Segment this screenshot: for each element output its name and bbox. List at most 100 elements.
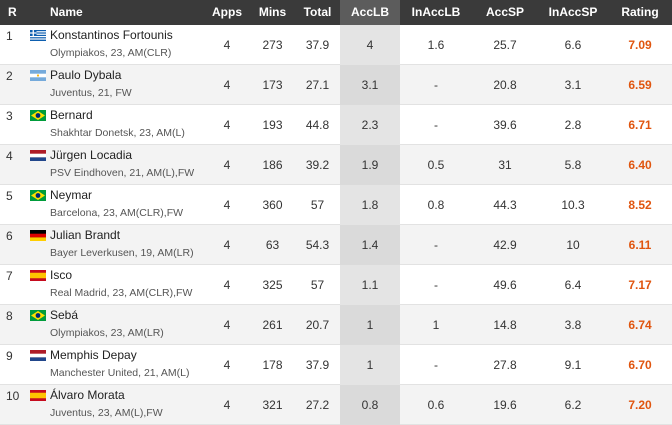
stat-cell: - (434, 278, 438, 292)
stat-cell: 10.3 (561, 198, 585, 212)
stat-cell: 4 (223, 158, 231, 172)
stat-cell: 1 (340, 305, 400, 345)
player-name[interactable]: Bernard (50, 108, 93, 122)
rank: 2 (6, 69, 13, 83)
header-row: R Name Apps Mins Total AccLB InAccLB AccSP InAcc… (0, 0, 672, 25)
rating-cell: 6.71 (628, 118, 652, 132)
player-name[interactable]: Sebá (50, 308, 79, 322)
stat-cell: 63 (265, 238, 280, 252)
player-name[interactable]: Memphis Depay (50, 348, 137, 362)
stat-cell: 4 (223, 398, 231, 412)
player-info: Juventus, 23, AM(L),FW (50, 407, 163, 419)
rating-cell: 6.70 (628, 358, 652, 372)
stat-cell: 1 (340, 345, 400, 385)
stat-cell: 186 (262, 158, 283, 172)
player-name[interactable]: Konstantinos Fortounis (50, 28, 173, 42)
stat-cell: 39.6 (493, 118, 517, 132)
country-flag (30, 350, 46, 361)
player-name[interactable]: Jürgen Locadia (50, 148, 133, 162)
column-header[interactable]: AccLB (340, 0, 400, 25)
player-info: Real Madrid, 23, AM(CLR),FW (50, 287, 193, 299)
stat-cell: 39.2 (305, 158, 330, 172)
rating-cell: 6.59 (628, 78, 652, 92)
rank: 9 (6, 349, 13, 363)
column-header[interactable]: Apps (212, 5, 242, 19)
column-header[interactable]: Rating (621, 5, 659, 19)
stat-cell: 4 (223, 78, 231, 92)
stat-cell: 4 (223, 38, 231, 52)
player-info: PSV Eindhoven, 21, AM(L),FW (50, 167, 195, 179)
stat-cell: 27.1 (305, 78, 330, 92)
stat-cell: 2.8 (564, 118, 582, 132)
stat-cell: 4 (223, 318, 231, 332)
rank: 3 (6, 109, 13, 123)
column-header[interactable]: AccSP (485, 5, 525, 19)
stat-cell: 360 (262, 198, 283, 212)
rating-cell: 7.20 (628, 398, 652, 412)
player-name[interactable]: Julian Brandt (50, 228, 121, 242)
stat-cell: 4 (340, 25, 400, 65)
column-header[interactable]: Total (303, 5, 332, 19)
stat-cell: 173 (262, 78, 283, 92)
country-flag (30, 150, 46, 161)
stat-cell: 10 (566, 238, 580, 252)
stat-cell: 1.1 (340, 265, 400, 305)
country-flag (30, 190, 46, 201)
column-header[interactable]: InAccLB (411, 5, 461, 19)
column-header[interactable]: R (8, 5, 17, 19)
stat-cell: 325 (262, 278, 283, 292)
country-flag (30, 70, 46, 81)
stat-cell: 44.8 (305, 118, 330, 132)
stat-cell: 19.6 (493, 398, 517, 412)
stat-cell: 49.6 (493, 278, 517, 292)
player-name[interactable]: Paulo Dybala (50, 68, 122, 82)
column-header[interactable]: InAccSP (548, 5, 598, 19)
player-row: 4 173 27.1 3.1 - 20.8 3.1 6.59 2 Paulo Dybala Juve… (0, 65, 672, 105)
player-info: Manchester United, 21, AM(L) (50, 367, 190, 379)
stat-cell: 4 (223, 358, 231, 372)
player-info: Olympiakos, 23, AM(LR) (50, 327, 164, 339)
stat-cell: 31 (498, 158, 512, 172)
stat-cell: 20.8 (493, 78, 517, 92)
rank: 7 (6, 269, 13, 283)
stat-cell: 25.7 (493, 38, 517, 52)
stat-cell: - (434, 238, 438, 252)
player-row: 4 193 44.8 2.3 - 39.6 2.8 6.71 3 Bernard Shakhtar … (0, 105, 672, 145)
stat-cell: 54.3 (305, 238, 330, 252)
stat-cell: 42.9 (493, 238, 517, 252)
stat-cell: 27.2 (305, 398, 330, 412)
player-info: Juventus, 21, FW (50, 87, 132, 99)
player-row: 4 321 27.2 0.8 0.6 19.6 6.2 7.20 10 Álvaro Morata… (0, 385, 672, 425)
stat-cell: 4 (223, 118, 231, 132)
player-name[interactable]: Isco (50, 268, 73, 282)
stat-cell: 20.7 (305, 318, 330, 332)
stat-cell: 1.4 (340, 225, 400, 265)
country-flag (30, 30, 46, 41)
stat-cell: 9.1 (564, 358, 582, 372)
rank: 8 (6, 309, 13, 323)
country-flag (30, 110, 46, 121)
stat-cell: 3.8 (564, 318, 582, 332)
rank: 4 (6, 149, 13, 163)
player-row: 4 261 20.7 1 1 14.8 3.8 6.74 8 Sebá Olympiakos, 23… (0, 305, 672, 345)
country-flag (30, 310, 46, 321)
player-info: Shakhtar Donetsk, 23, AM(L) (50, 127, 185, 139)
column-header[interactable]: Mins (258, 5, 287, 19)
rank: 5 (6, 189, 13, 203)
stat-cell: 1.9 (340, 145, 400, 185)
rating-cell: 6.74 (628, 318, 652, 332)
stat-cell: 44.3 (493, 198, 517, 212)
rating-cell: 8.52 (628, 198, 652, 212)
rank: 1 (6, 29, 13, 43)
country-flag (30, 230, 46, 241)
stat-cell: - (434, 78, 438, 92)
player-name[interactable]: Álvaro Morata (50, 388, 125, 402)
player-name[interactable]: Neymar (50, 188, 93, 202)
player-row: 4 178 37.9 1 - 27.8 9.1 6.70 9 Memphis Depay Manch… (0, 345, 672, 385)
stat-cell: 4 (223, 238, 231, 252)
rank: 10 (6, 389, 20, 403)
stat-cell: 3.1 (564, 78, 582, 92)
stat-cell: 0.8 (340, 385, 400, 425)
country-flag (30, 390, 46, 401)
column-header[interactable]: Name (50, 5, 83, 19)
